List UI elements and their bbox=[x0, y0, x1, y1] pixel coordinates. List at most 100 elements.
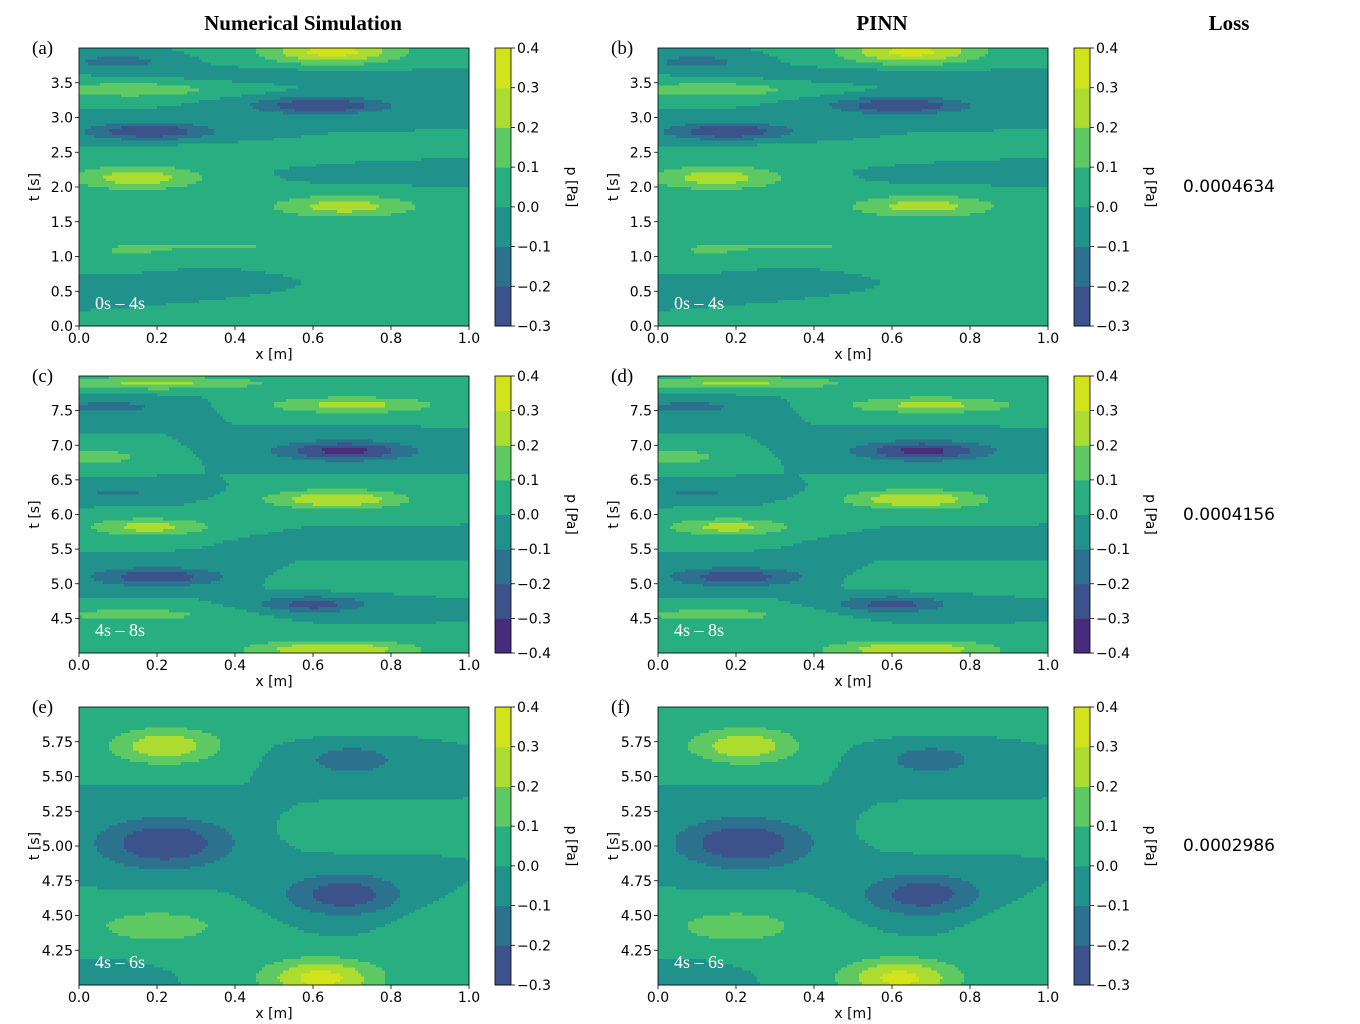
panels-layer: 0.0 0.2 0.4 0.6 0.8 1.00.00.51.01.52.02.53.03… bbox=[27, 38, 1158, 1022]
panel-c: 0.0 0.2 0.4 0.6 0.8 1.04.55.05.56.06.57.07.5x… bbox=[27, 366, 579, 690]
colorbar-tick-label: −0.2 bbox=[517, 938, 551, 954]
colorbar-segment bbox=[1074, 127, 1090, 167]
colorbar-tick-label: −0.3 bbox=[1096, 319, 1130, 335]
x-tick-label: 0.4 bbox=[803, 658, 825, 674]
colorbar-c: 0.40.30.20.10.0−0.1−0.2−0.3−0.4p [Pa] bbox=[495, 369, 579, 662]
colorbar-segment bbox=[1074, 88, 1090, 128]
colorbar-label: p [Pa] bbox=[563, 167, 579, 208]
y-axis-label: t [s] bbox=[606, 832, 622, 860]
y-tick-label: 5.75 bbox=[621, 735, 652, 751]
time-window-label: 0s – 4s bbox=[95, 293, 145, 313]
y-tick-label: 1.5 bbox=[630, 215, 652, 231]
x-tick-label: 0.0 bbox=[647, 658, 669, 674]
x-tick-label: 0.6 bbox=[302, 990, 324, 1006]
x-tick-label: 0.6 bbox=[302, 331, 324, 347]
colorbar-tick-label: −0.1 bbox=[517, 542, 551, 558]
colorbar-segment bbox=[1074, 480, 1090, 515]
colorbar-tick-label: −0.3 bbox=[1096, 978, 1130, 994]
colorbar-tick-label: −0.2 bbox=[517, 577, 551, 593]
time-window-label: 4s – 6s bbox=[95, 952, 145, 972]
panel-letter: (a) bbox=[32, 38, 53, 59]
x-tick-label: 0.0 bbox=[647, 990, 669, 1006]
x-tick-label: 1.0 bbox=[458, 990, 480, 1006]
y-tick-label: 1.5 bbox=[51, 215, 73, 231]
x-tick-label: 0.8 bbox=[380, 658, 402, 674]
y-tick-label: 6.5 bbox=[630, 473, 652, 489]
y-tick-label: 4.75 bbox=[42, 874, 73, 890]
x-axis-label: x [m] bbox=[834, 1006, 871, 1022]
colorbar-tick-label: 0.2 bbox=[517, 438, 539, 454]
y-tick-label: 5.75 bbox=[42, 735, 73, 751]
colorbar-tick-label: 0.2 bbox=[1096, 438, 1118, 454]
colorbar-tick-label: 0.0 bbox=[517, 859, 539, 875]
loss-value-row-2: 0.0004156 bbox=[1183, 505, 1275, 525]
panel-e: 0.0 0.2 0.4 0.6 0.8 1.04.254.504.755.005.255.… bbox=[27, 697, 579, 1022]
y-tick-label: 5.5 bbox=[51, 542, 73, 558]
x-tick-label: 0.4 bbox=[803, 990, 825, 1006]
colorbar-segment bbox=[1074, 707, 1090, 747]
y-tick-label: 4.50 bbox=[621, 909, 652, 925]
colorbar-segment bbox=[495, 207, 511, 247]
colorbar-a: 0.40.30.20.10.0−0.1−0.2−0.3p [Pa] bbox=[495, 41, 579, 335]
colorbar-tick-label: −0.3 bbox=[517, 611, 551, 627]
x-tick-label: 0.8 bbox=[380, 331, 402, 347]
time-window-label: 4s – 8s bbox=[674, 620, 724, 640]
colorbar-tick-label: −0.1 bbox=[1096, 542, 1130, 558]
y-tick-label: 2.5 bbox=[51, 145, 73, 161]
colorbar-tick-label: 0.3 bbox=[1096, 404, 1118, 420]
colorbar-segment bbox=[1074, 549, 1090, 584]
y-tick-label: 6.5 bbox=[51, 473, 73, 489]
colorbar-segment bbox=[495, 480, 511, 515]
x-tick-label: 0.2 bbox=[725, 990, 747, 1006]
colorbar-segment bbox=[495, 48, 511, 88]
y-tick-label: 4.5 bbox=[51, 611, 73, 627]
x-tick-label: 1.0 bbox=[458, 331, 480, 347]
x-tick-label: 0.4 bbox=[224, 658, 246, 674]
y-tick-label: 2.0 bbox=[630, 180, 652, 196]
colorbar-b: 0.40.30.20.10.0−0.1−0.2−0.3p [Pa] bbox=[1074, 41, 1158, 335]
y-axis-label: t [s] bbox=[27, 832, 43, 860]
colorbar-segment bbox=[495, 411, 511, 446]
y-tick-label: 7.5 bbox=[51, 404, 73, 420]
y-tick-label: 5.5 bbox=[630, 542, 652, 558]
colorbar-tick-label: 0.0 bbox=[1096, 200, 1118, 216]
y-tick-label: 5.50 bbox=[621, 770, 652, 786]
y-tick-label: 4.75 bbox=[621, 874, 652, 890]
colorbar-segment bbox=[495, 584, 511, 619]
colorbar-tick-label: −0.1 bbox=[1096, 240, 1130, 256]
x-tick-label: 0.4 bbox=[803, 331, 825, 347]
y-tick-label: 5.50 bbox=[42, 770, 73, 786]
x-tick-label: 0.6 bbox=[881, 658, 903, 674]
x-tick-label: 0.2 bbox=[146, 658, 168, 674]
colorbar-segment bbox=[495, 167, 511, 207]
colorbar-segment bbox=[495, 747, 511, 787]
colorbar-tick-label: 0.2 bbox=[1096, 120, 1118, 136]
panel-letter: (f) bbox=[611, 697, 630, 718]
y-tick-label: 0.0 bbox=[630, 319, 652, 335]
colorbar-segment bbox=[1074, 167, 1090, 207]
colorbar-segment bbox=[495, 945, 511, 985]
header-numerical-simulation: Numerical Simulation bbox=[204, 11, 402, 35]
colorbar-tick-label: 0.2 bbox=[517, 779, 539, 795]
colorbar-segment bbox=[1074, 618, 1090, 653]
colorbar-segment bbox=[495, 786, 511, 826]
colorbar-tick-label: 0.1 bbox=[517, 473, 539, 489]
colorbar-tick-label: −0.3 bbox=[517, 319, 551, 335]
colorbar-segment bbox=[1074, 747, 1090, 787]
panel-b: 0.0 0.2 0.4 0.6 0.8 1.00.00.51.01.52.02.53.03… bbox=[606, 38, 1158, 363]
x-tick-label: 0.0 bbox=[68, 658, 90, 674]
loss-value-row-1: 0.0004634 bbox=[1183, 177, 1275, 197]
colorbar-segment bbox=[1074, 376, 1090, 411]
colorbar-segment bbox=[1074, 584, 1090, 619]
colorbar-tick-label: 0.1 bbox=[1096, 473, 1118, 489]
colorbar-tick-label: 0.3 bbox=[517, 740, 539, 756]
colorbar-segment bbox=[495, 127, 511, 167]
loss-value-row-3: 0.0002986 bbox=[1183, 836, 1275, 856]
colorbar-tick-label: −0.1 bbox=[1096, 899, 1130, 915]
colorbar-tick-label: 0.4 bbox=[1096, 369, 1118, 385]
colorbar-segment bbox=[1074, 48, 1090, 88]
y-tick-label: 2.5 bbox=[630, 145, 652, 161]
y-axis-label: t [s] bbox=[27, 173, 43, 201]
colorbar-segment bbox=[1074, 906, 1090, 946]
heatmap-a bbox=[79, 48, 470, 327]
